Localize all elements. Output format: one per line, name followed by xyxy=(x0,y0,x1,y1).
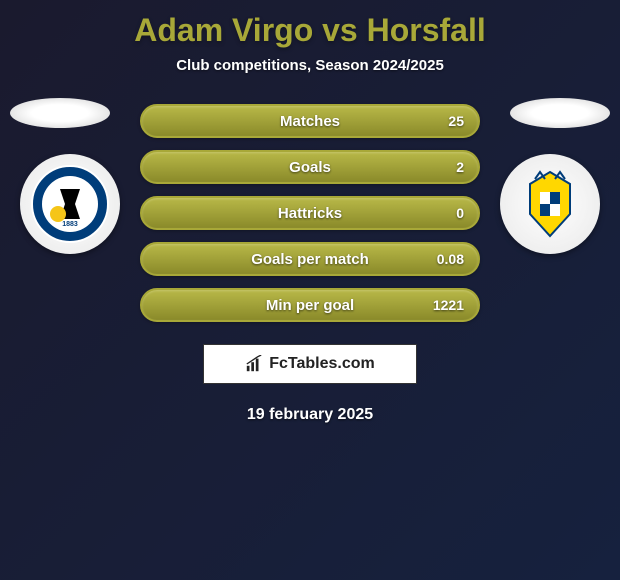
club-badge-right xyxy=(500,154,600,254)
brand-box: FcTables.com xyxy=(203,344,417,384)
stat-value-right: 2 xyxy=(456,159,464,175)
stat-label: Hattricks xyxy=(278,205,342,222)
stat-bar-hattricks: Hattricks 0 xyxy=(140,196,480,230)
stats-area: 1883 Matches 25 Goals 2 Hattricks 0 Goal… xyxy=(0,104,620,424)
stat-value-right: 0.08 xyxy=(437,251,464,267)
stockport-crest-icon xyxy=(510,164,590,244)
stat-bar-goals: Goals 2 xyxy=(140,150,480,184)
stat-label: Goals xyxy=(289,159,331,176)
stat-rows: Matches 25 Goals 2 Hattricks 0 Goals per… xyxy=(140,104,480,322)
svg-text:1883: 1883 xyxy=(62,221,78,228)
chart-icon xyxy=(245,355,263,373)
bristol-rovers-crest-icon: 1883 xyxy=(30,164,110,244)
stat-value-right: 25 xyxy=(448,113,464,129)
stat-bar-goals-per-match: Goals per match 0.08 xyxy=(140,242,480,276)
stat-label: Goals per match xyxy=(251,251,369,268)
date-text: 19 february 2025 xyxy=(0,406,620,424)
page-subtitle: Club competitions, Season 2024/2025 xyxy=(0,57,620,74)
brand-text: FcTables.com xyxy=(269,355,375,373)
stat-bar-min-per-goal: Min per goal 1221 xyxy=(140,288,480,322)
stat-value-right: 1221 xyxy=(433,297,464,313)
stat-label: Min per goal xyxy=(266,297,354,314)
stat-value-right: 0 xyxy=(456,205,464,221)
player-right-ellipse xyxy=(510,98,610,128)
player-left-ellipse xyxy=(10,98,110,128)
club-badge-left: 1883 xyxy=(20,154,120,254)
stat-label: Matches xyxy=(280,113,340,130)
stat-bar-matches: Matches 25 xyxy=(140,104,480,138)
page-title: Adam Virgo vs Horsfall xyxy=(0,0,620,49)
